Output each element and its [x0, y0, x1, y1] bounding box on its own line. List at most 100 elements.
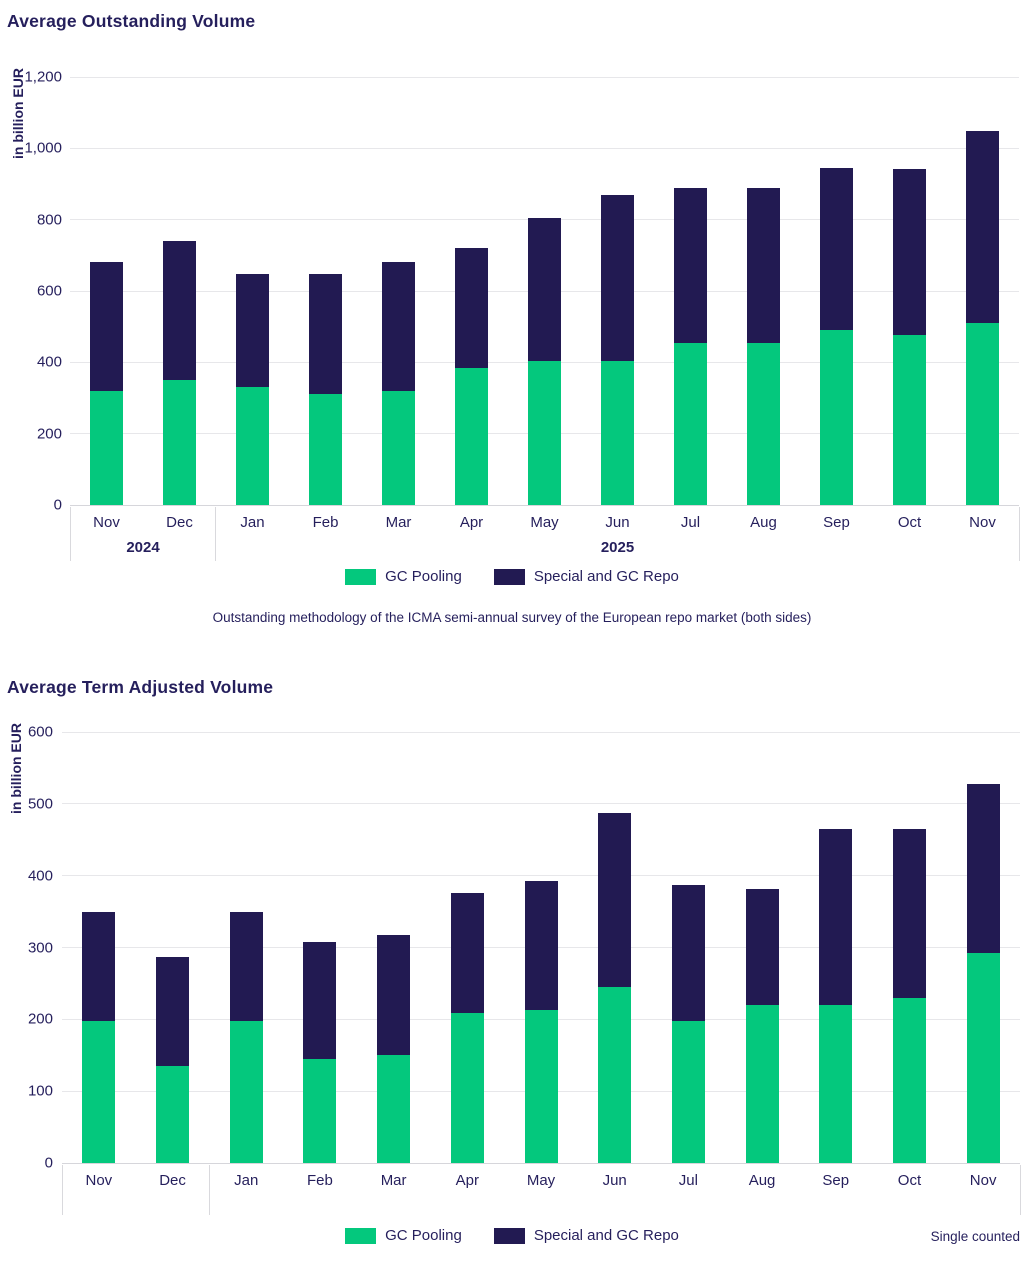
x-tick-label: Jan — [234, 1172, 259, 1189]
legend-swatch — [493, 568, 525, 585]
stacked-bar — [524, 732, 558, 1163]
bar-segment-special-and-gc-repo — [229, 911, 263, 1021]
x-tick-label: Apr — [459, 514, 484, 531]
bar-segment-gc-pooling — [82, 1020, 116, 1163]
bar-segment-gc-pooling — [156, 1066, 190, 1163]
stacked-bar — [820, 77, 853, 505]
x-tick-label: Oct — [897, 514, 922, 531]
legend-item: Special and GC Repo — [493, 568, 679, 585]
stacked-bar — [89, 77, 123, 505]
x-tick-label: Aug — [750, 514, 777, 531]
bar-segment-special-and-gc-repo — [236, 273, 269, 388]
axis-group-separator — [208, 1165, 210, 1215]
bar-segment-special-and-gc-repo — [528, 217, 561, 361]
stacked-bar — [674, 77, 707, 505]
x-tick-label: Sep — [823, 514, 850, 531]
bar-segment-special-and-gc-repo — [455, 247, 488, 368]
bar-segment-special-and-gc-repo — [966, 130, 999, 324]
bar-segment-special-and-gc-repo — [674, 187, 707, 343]
bar-segment-special-and-gc-repo — [893, 168, 926, 335]
bar-segment-special-and-gc-repo — [381, 262, 415, 391]
legend: GC Pooling Special and GC Repo — [0, 568, 1024, 586]
bar-segment-gc-pooling — [308, 394, 342, 505]
stacked-bar — [528, 77, 561, 505]
stacked-bar — [671, 732, 705, 1163]
x-tick-label: Jun — [602, 1172, 627, 1189]
bar-segment-gc-pooling — [89, 390, 123, 505]
stacked-bar — [308, 77, 342, 505]
x-tick-label: Feb — [306, 1172, 333, 1189]
x-axis: Nov Dec Jan Feb Mar Apr May Jun Jul Aug Sep Oct Nov — [61, 1164, 1021, 1218]
bar-segment-gc-pooling — [381, 390, 415, 505]
stacked-bar — [236, 77, 269, 505]
axis-group-separator — [1019, 1165, 1021, 1215]
y-tick-label: 600 — [27, 723, 53, 741]
x-tick-label: Nov — [85, 1172, 113, 1189]
bar-segment-special-and-gc-repo — [601, 194, 634, 361]
bar-segment-gc-pooling — [229, 1020, 263, 1163]
legend-items: GC Pooling Special and GC Repo — [0, 568, 1024, 585]
bar-segment-special-and-gc-repo — [308, 273, 342, 395]
year-label: 2025 — [600, 539, 635, 556]
bar-segment-gc-pooling — [966, 323, 999, 505]
plot-area — [62, 731, 1020, 1164]
x-tick-label: Nov — [969, 514, 996, 531]
axis-group-separator — [69, 507, 71, 561]
y-tick-label: 400 — [27, 867, 53, 885]
chart-title: Average Term Adjusted Volume — [7, 677, 274, 697]
bar-segment-special-and-gc-repo — [524, 881, 558, 1010]
gridline — [62, 875, 1020, 877]
y-axis: 0 100 200 300 400 500 600 — [0, 724, 53, 1172]
x-tick-label: Sep — [822, 1172, 850, 1189]
stacked-bar — [598, 732, 632, 1163]
x-tick-label: Apr — [455, 1172, 479, 1189]
axis-baseline — [62, 1162, 1020, 1164]
y-tick-label: 100 — [27, 1082, 53, 1100]
bar-segment-special-and-gc-repo — [745, 889, 779, 1005]
bar-segment-gc-pooling — [674, 342, 707, 505]
bar-segment-gc-pooling — [528, 360, 561, 505]
bar-segment-gc-pooling — [163, 380, 196, 505]
bar-segment-gc-pooling — [966, 952, 1000, 1163]
stacked-bar — [156, 732, 190, 1163]
bar-segment-gc-pooling — [892, 997, 926, 1163]
legend-label: GC Pooling — [385, 568, 462, 585]
legend-swatch — [345, 568, 377, 585]
y-tick-label: 1,200 — [24, 68, 62, 86]
x-tick-label: Jan — [240, 514, 265, 531]
bar-segment-special-and-gc-repo — [89, 262, 123, 391]
legend-item: GC Pooling — [345, 568, 462, 585]
stacked-bar — [966, 732, 1000, 1163]
y-tick-label: 300 — [27, 939, 53, 956]
bar-segment-special-and-gc-repo — [82, 911, 116, 1021]
gridline — [62, 731, 1020, 733]
y-tick-label: 500 — [27, 795, 53, 813]
stacked-bar — [381, 77, 415, 505]
bar-segment-gc-pooling — [747, 342, 780, 505]
y-tick-label: 1,000 — [24, 139, 62, 157]
y-tick-label: 0 — [53, 496, 62, 514]
stacked-bar — [377, 732, 411, 1163]
bar-segment-special-and-gc-repo — [163, 241, 196, 381]
bar-segment-special-and-gc-repo — [820, 167, 853, 331]
legend-label: Special and GC Repo — [533, 1227, 679, 1244]
gridline — [70, 147, 1019, 149]
stacked-bar — [745, 732, 779, 1163]
stacked-bar — [455, 77, 488, 505]
x-tick-label: Jul — [680, 514, 701, 531]
single-counted-note: Single counted — [930, 1229, 1020, 1244]
bar-segment-gc-pooling — [671, 1020, 705, 1163]
legend-label: Special and GC Repo — [533, 568, 679, 585]
stacked-bar — [163, 77, 196, 505]
year-label: 2024 — [126, 539, 160, 556]
bar-segment-gc-pooling — [303, 1058, 337, 1163]
bar-segment-gc-pooling — [377, 1055, 411, 1163]
x-tick-label: Nov — [969, 1172, 997, 1189]
y-tick-label: 200 — [36, 425, 62, 443]
legend-item: Special and GC Repo — [493, 1227, 679, 1244]
x-tick-label: May — [530, 514, 559, 531]
stacked-bar — [601, 77, 634, 505]
x-tick-label: Jun — [605, 514, 630, 531]
axis-group-separator — [215, 507, 217, 561]
